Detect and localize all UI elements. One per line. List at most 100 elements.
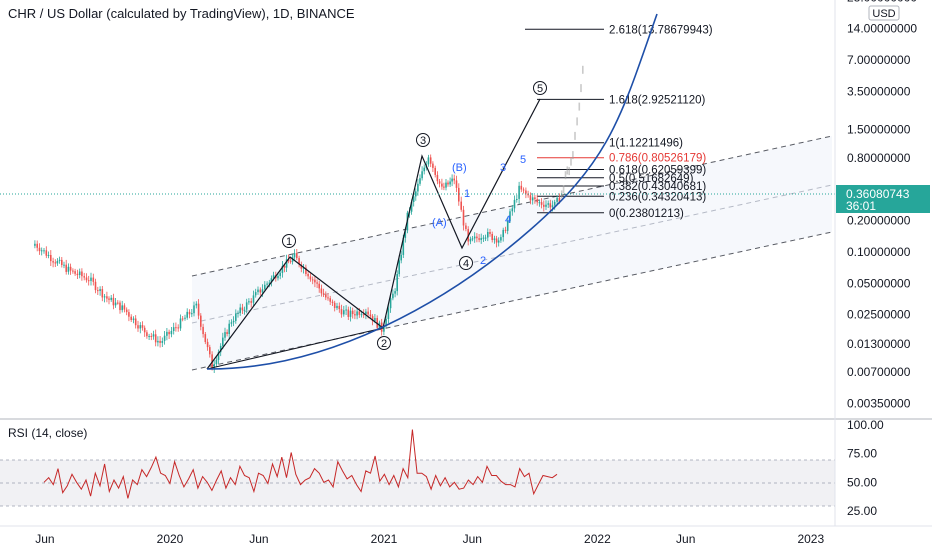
rsi-line <box>43 429 558 499</box>
candle-body <box>61 259 63 265</box>
wave-minor-1-label: 1 <box>464 188 470 200</box>
chart-title: CHR / US Dollar (calculated by TradingVi… <box>8 6 355 21</box>
candle-body <box>239 307 241 313</box>
candle-body <box>462 209 465 226</box>
candle-body <box>285 259 288 268</box>
candle-body <box>314 279 316 283</box>
candle-body <box>480 238 482 240</box>
time-tick-label: Jun <box>463 532 482 546</box>
candle-body <box>65 264 67 272</box>
projection-candle <box>578 102 581 111</box>
candle-body <box>264 284 266 290</box>
candle-body <box>458 187 460 202</box>
projection-candle <box>572 151 574 160</box>
price-candles <box>34 154 561 373</box>
candle-body <box>215 359 218 365</box>
candle-body <box>50 255 52 262</box>
currency-badge[interactable] <box>868 5 900 21</box>
candle-body <box>152 334 155 337</box>
projection-candle <box>564 171 567 180</box>
candle-body <box>404 230 407 238</box>
candle-body <box>270 278 273 283</box>
price-tick-label: 0.20000000 <box>847 214 911 228</box>
candle-body <box>392 293 394 299</box>
candle-body <box>213 364 215 369</box>
candle-body <box>482 237 485 239</box>
candle-body <box>67 266 70 272</box>
candle-body <box>340 309 343 315</box>
candle-body <box>132 318 135 320</box>
candle-body <box>283 265 286 268</box>
channel-bottom-line <box>191 231 833 371</box>
candle-body <box>400 254 402 261</box>
candle-body <box>257 289 259 293</box>
wave-minor-4-label: 4 <box>505 214 511 226</box>
candle-body <box>449 181 451 185</box>
candle-body <box>536 199 538 203</box>
candle-body <box>343 310 345 315</box>
fib-level-label: 0.236(0.34320413) <box>609 191 706 203</box>
candle-body <box>445 182 447 188</box>
candle-body <box>134 318 137 326</box>
candle-body <box>99 289 101 291</box>
price-tick-label: 28.00000000 <box>847 0 917 4</box>
candle-body <box>476 236 478 239</box>
wave-labels: 1 2 3 4 5 (B) (A) 1 2 3 4 5 <box>282 81 547 350</box>
candle-body <box>497 240 500 243</box>
candle-body <box>188 311 191 315</box>
fib-level-label: 1(1.12211496) <box>609 138 683 150</box>
candle-body <box>325 294 327 298</box>
candle-body <box>157 340 159 343</box>
rsi-tick-label: 75.00 <box>847 447 877 461</box>
candle-body <box>114 302 117 306</box>
candle-body <box>237 312 239 314</box>
candle-body <box>224 332 226 338</box>
candle-body <box>493 238 496 240</box>
candle-body <box>163 335 166 341</box>
candle-body <box>347 309 350 317</box>
price-tick-label: 0.10000000 <box>847 245 911 259</box>
wave-5-label: 5 <box>537 83 543 95</box>
price-tick-label: 0.80000000 <box>847 151 911 165</box>
candle-body <box>36 243 38 248</box>
candle-body <box>143 327 146 333</box>
wave-minor-3-label: 3 <box>500 162 506 174</box>
rsi-axis[interactable]: 100.00 75.00 50.00 25.00 <box>847 418 884 518</box>
candle-body <box>534 197 536 200</box>
candle-body <box>119 302 121 311</box>
candle-body <box>436 174 439 182</box>
channel-mid-line <box>191 184 833 324</box>
fib-level-label: 0.786(0.80526179) <box>609 153 706 165</box>
candle-body <box>529 195 532 201</box>
candle-body <box>320 288 323 294</box>
candle-body <box>402 237 405 255</box>
candle-body <box>175 327 177 329</box>
candle-body <box>108 298 110 300</box>
time-tick-label: Jun <box>35 532 54 546</box>
candle-body <box>525 190 527 194</box>
candle-body <box>487 232 489 238</box>
candle-body <box>150 336 153 337</box>
time-tick-label: 2021 <box>371 532 398 546</box>
candle-body <box>331 301 334 303</box>
candle-body <box>389 298 392 309</box>
price-tick-label: 3.50000000 <box>847 84 911 98</box>
candle-body <box>197 303 200 316</box>
candle-body <box>232 320 235 323</box>
price-tick-label: 14.00000000 <box>847 22 917 36</box>
candle-body <box>419 178 421 184</box>
rsi-pane[interactable]: RSI (14, close) <box>0 426 835 507</box>
candle-body <box>484 237 487 239</box>
candle-body <box>243 309 246 311</box>
time-tick-label: 2023 <box>797 532 824 546</box>
fib-level-label: 0.382(0.43040681) <box>609 181 706 193</box>
candle-body <box>141 325 144 328</box>
currency-label[interactable]: USD <box>872 8 895 20</box>
candle-body <box>336 305 338 309</box>
candle-body <box>398 260 400 275</box>
candle-body <box>471 238 474 240</box>
candle-body <box>47 255 50 256</box>
time-axis[interactable]: Jun 2020 Jun 2021 Jun 2022 Jun 2023 <box>35 532 824 546</box>
price-pane[interactable]: 2.618(13.78679943) 1.618(2.92521120) 1(1.1… <box>0 6 835 373</box>
